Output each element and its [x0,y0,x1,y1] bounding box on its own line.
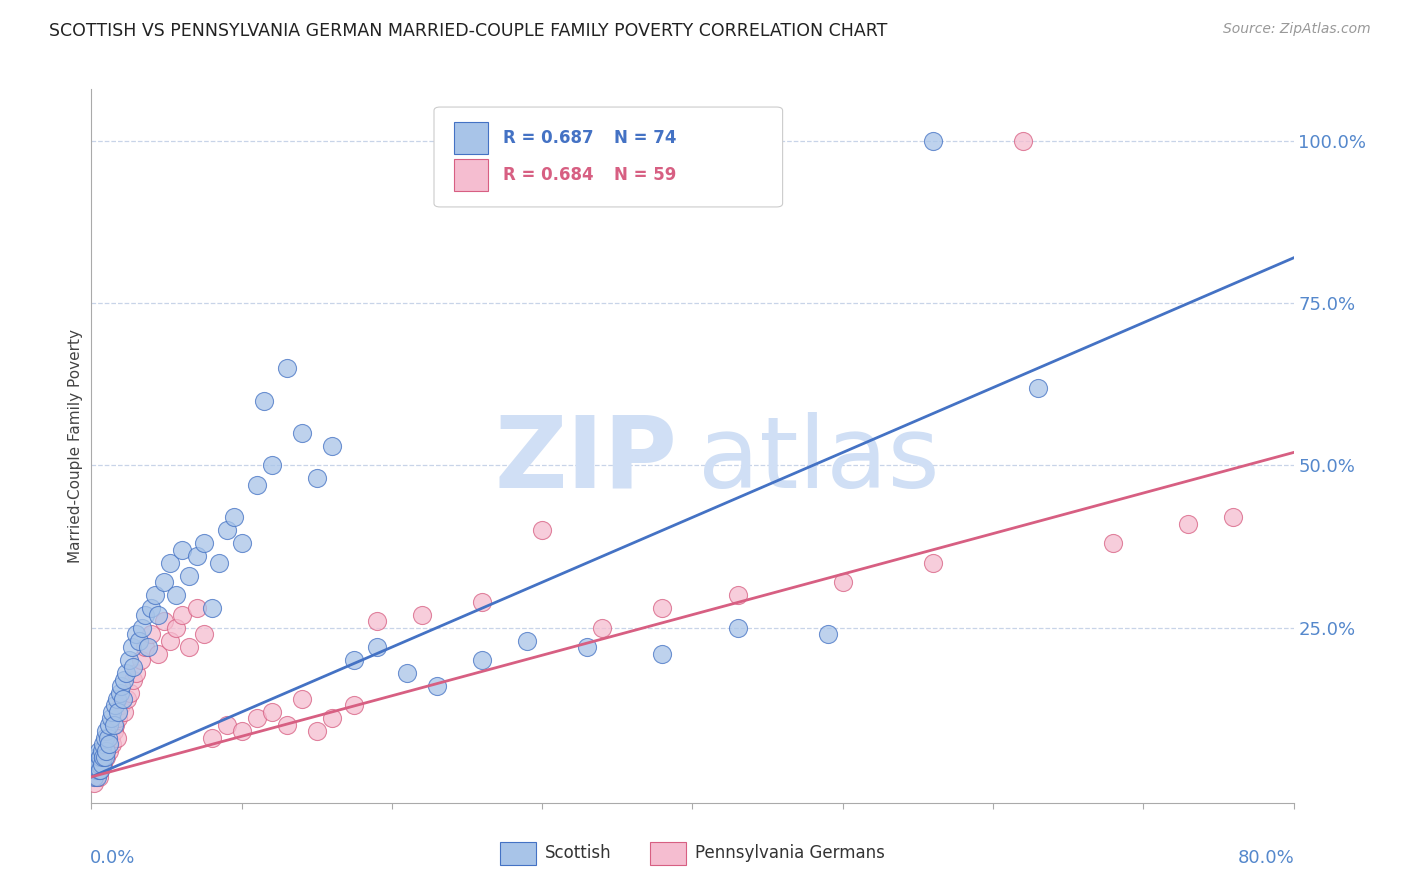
Text: Source: ZipAtlas.com: Source: ZipAtlas.com [1223,22,1371,37]
Text: Pennsylvania Germans: Pennsylvania Germans [695,845,884,863]
Bar [454,159,488,191]
Text: N = 74: N = 74 [614,128,676,146]
Text: N = 59: N = 59 [614,166,676,184]
Text: 0.0%: 0.0% [90,849,135,867]
Text: ZIP: ZIP [494,412,676,508]
Bar [454,121,488,153]
FancyBboxPatch shape [434,107,783,207]
Y-axis label: Married-Couple Family Poverty: Married-Couple Family Poverty [67,329,83,563]
Text: atlas: atlas [699,412,941,508]
Bar [501,842,536,865]
Text: SCOTTISH VS PENNSYLVANIA GERMAN MARRIED-COUPLE FAMILY POVERTY CORRELATION CHART: SCOTTISH VS PENNSYLVANIA GERMAN MARRIED-… [49,22,887,40]
Text: R = 0.687: R = 0.687 [502,128,593,146]
Bar [651,842,686,865]
Text: Scottish: Scottish [544,845,612,863]
Text: 80.0%: 80.0% [1237,849,1295,867]
Text: R = 0.684: R = 0.684 [502,166,593,184]
